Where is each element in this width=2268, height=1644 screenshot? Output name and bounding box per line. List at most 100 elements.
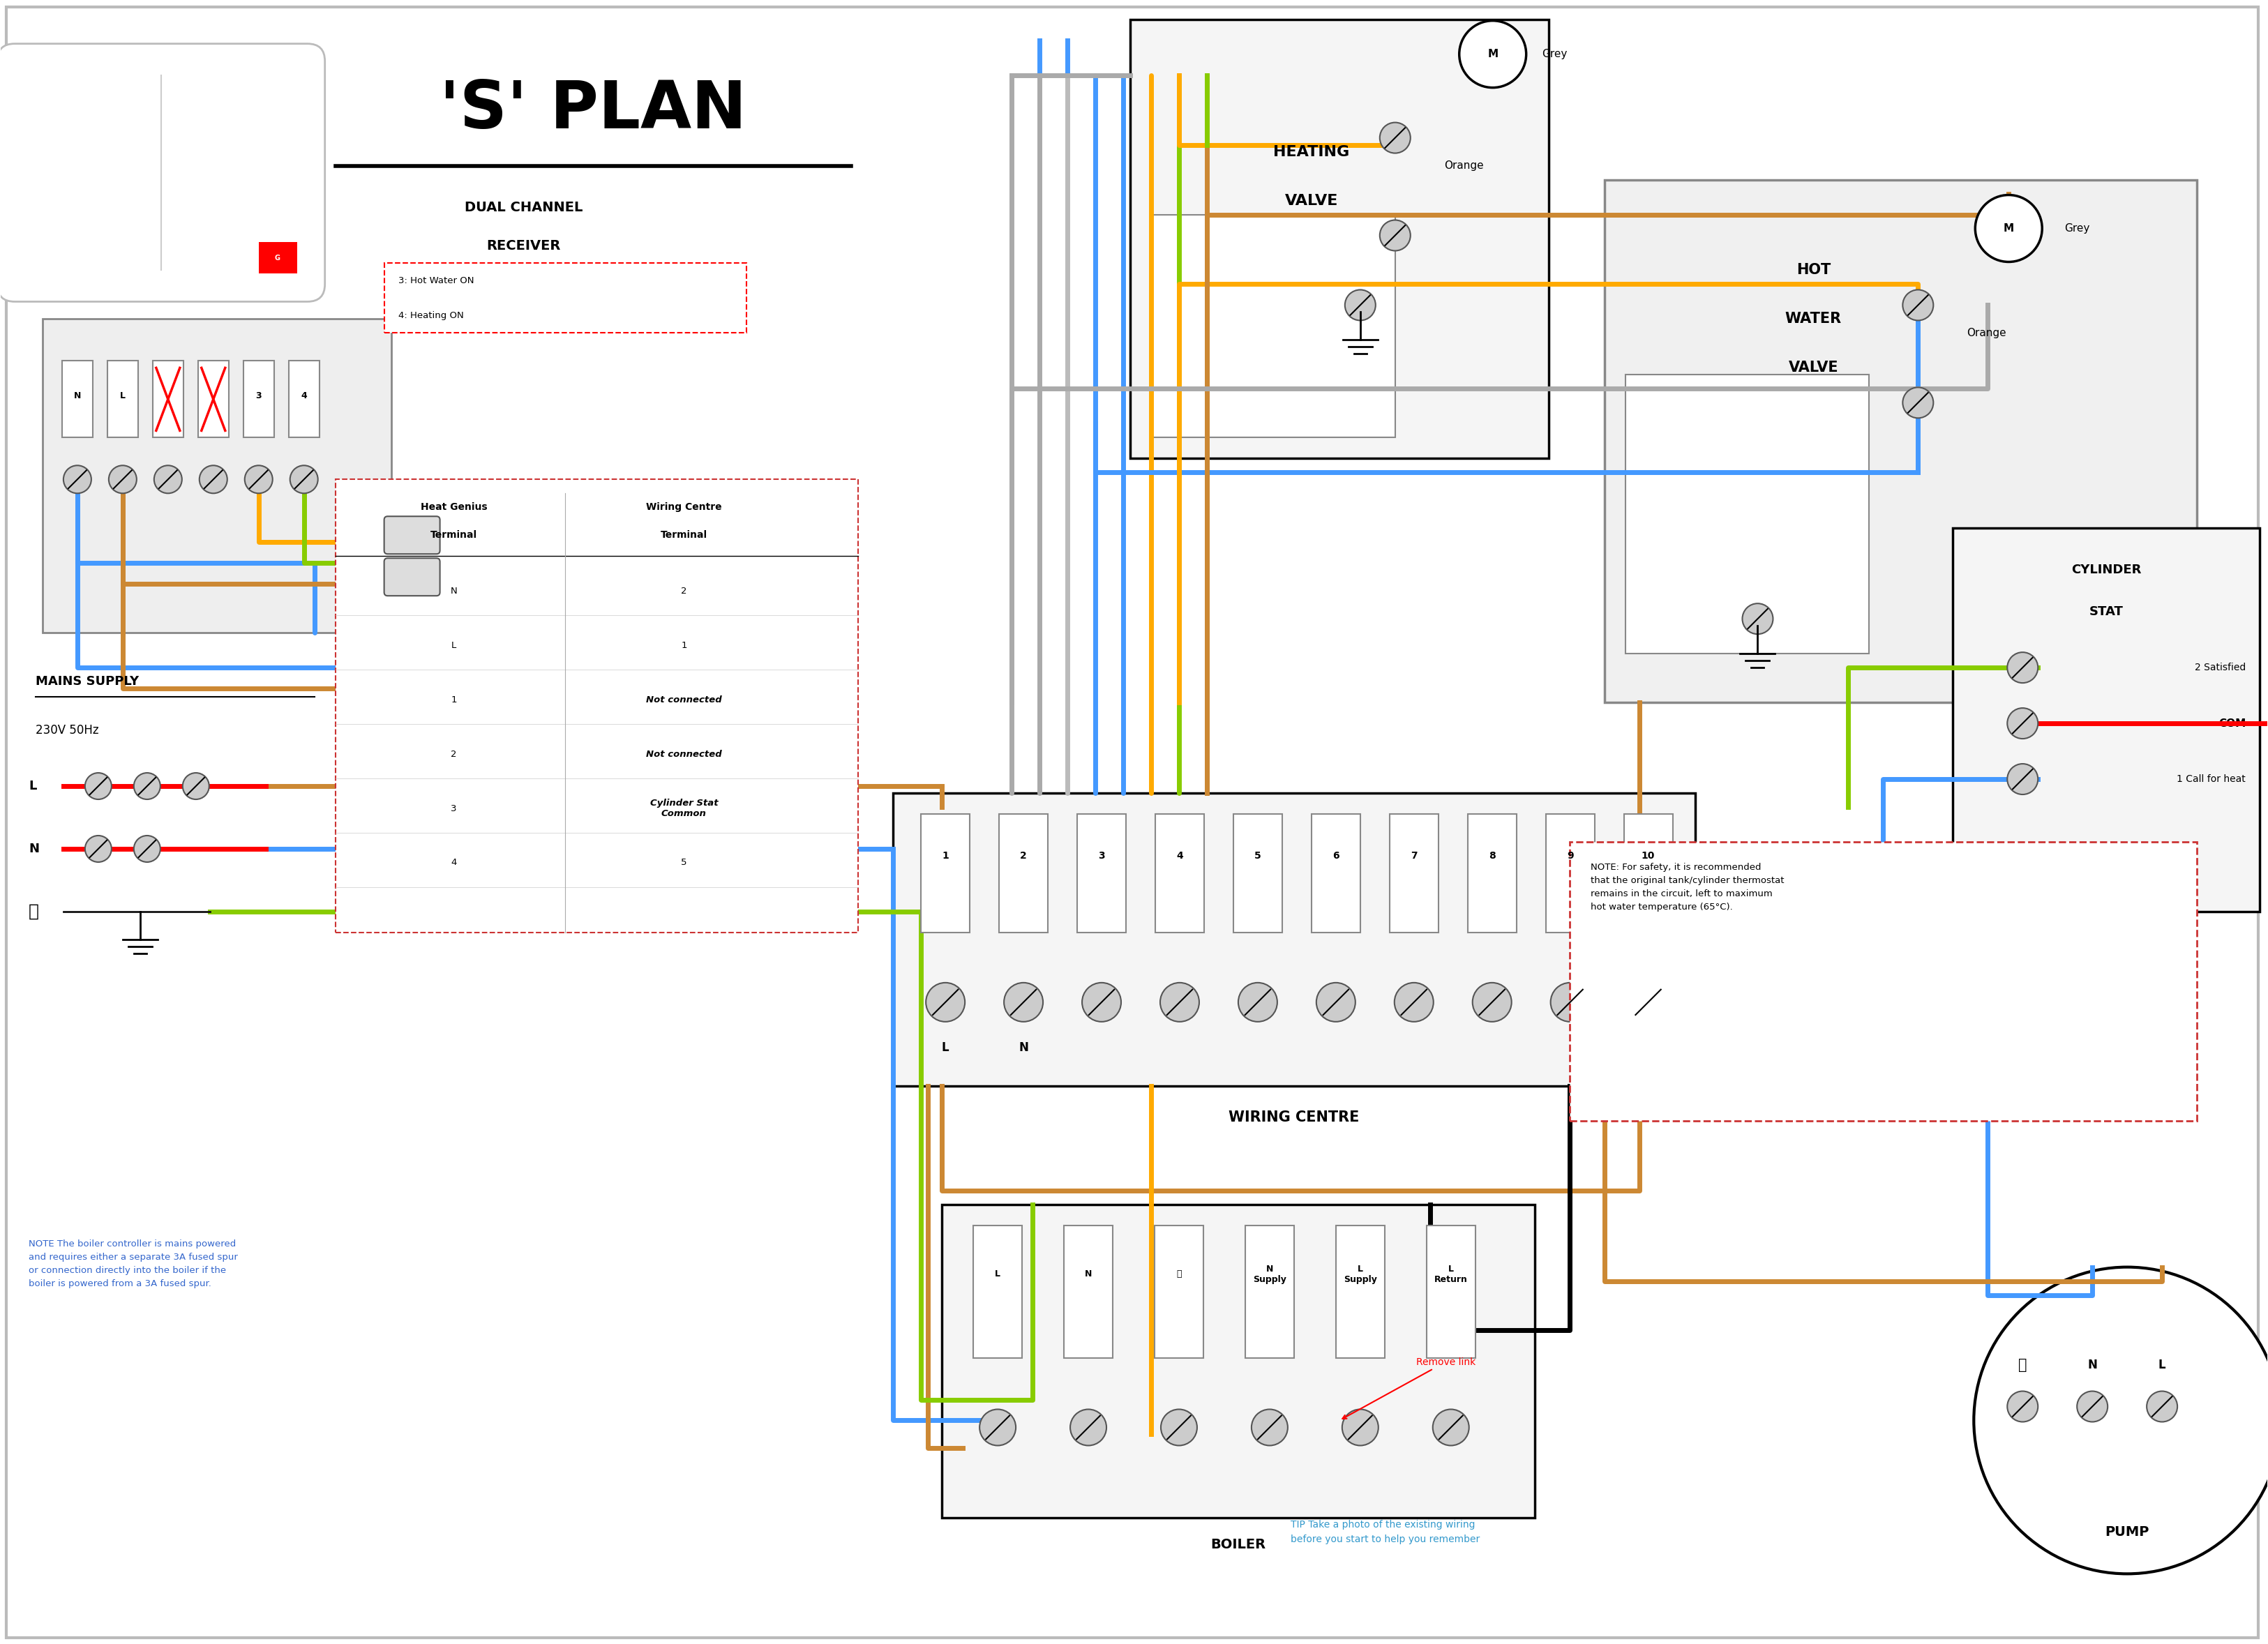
- Circle shape: [2007, 709, 2039, 738]
- Text: WATER: WATER: [1785, 312, 1842, 326]
- Circle shape: [154, 465, 181, 493]
- Circle shape: [1628, 983, 1667, 1021]
- Circle shape: [2077, 1391, 2107, 1422]
- Text: Remove link: Remove link: [1343, 1356, 1476, 1419]
- Text: L: L: [120, 391, 125, 399]
- Circle shape: [1433, 1409, 1470, 1445]
- Circle shape: [1551, 983, 1590, 1021]
- Circle shape: [1238, 983, 1277, 1021]
- Text: L: L: [996, 1269, 1000, 1279]
- Circle shape: [2007, 653, 2039, 682]
- Text: VALVE: VALVE: [1284, 194, 1338, 207]
- Text: CYLINDER: CYLINDER: [2071, 564, 2141, 577]
- Text: 4: Heating ON: 4: Heating ON: [399, 311, 463, 321]
- Text: L
Supply: L Supply: [1343, 1264, 1377, 1284]
- Text: 8: 8: [1488, 852, 1495, 861]
- Circle shape: [84, 773, 111, 799]
- Text: Heat Genius: Heat Genius: [420, 503, 488, 513]
- Text: Wiring Centre: Wiring Centre: [646, 503, 721, 513]
- Bar: [1000, 814, 1048, 932]
- Text: N: N: [29, 843, 39, 855]
- Text: 1: 1: [680, 641, 687, 649]
- Bar: [1624, 814, 1672, 932]
- Text: 2 Satisfied: 2 Satisfied: [2195, 663, 2245, 672]
- Circle shape: [2007, 1391, 2039, 1422]
- Text: L: L: [2159, 1358, 2166, 1371]
- Bar: [1152, 214, 1395, 437]
- Text: Orange: Orange: [1966, 327, 2007, 339]
- Text: L: L: [941, 1041, 948, 1054]
- Circle shape: [1070, 1409, 1107, 1445]
- Bar: [921, 814, 971, 932]
- Text: Grey: Grey: [1542, 49, 1567, 59]
- Circle shape: [245, 465, 272, 493]
- Text: 9: 9: [1567, 852, 1574, 861]
- Text: Not connected: Not connected: [646, 695, 721, 704]
- Bar: [1234, 814, 1281, 932]
- Text: ⏚: ⏚: [2019, 1358, 2028, 1371]
- Text: WIRING CENTRE: WIRING CENTRE: [1229, 1110, 1359, 1124]
- Text: Orange: Orange: [1445, 161, 1483, 171]
- Text: 2: 2: [680, 587, 687, 595]
- Bar: [894, 792, 1694, 1085]
- Circle shape: [1395, 983, 1433, 1021]
- Bar: [43, 319, 390, 633]
- Circle shape: [134, 835, 161, 861]
- Text: Cylinder Stat
Common: Cylinder Stat Common: [651, 799, 719, 819]
- Text: N: N: [2087, 1358, 2098, 1371]
- Text: Not connected: Not connected: [646, 750, 721, 758]
- Bar: [1603, 179, 2198, 702]
- Bar: [288, 362, 320, 437]
- Text: 7: 7: [1411, 852, 1418, 861]
- Text: 1 Call for heat: 1 Call for heat: [2177, 774, 2245, 784]
- FancyBboxPatch shape: [383, 559, 440, 595]
- Bar: [259, 242, 297, 275]
- Text: Terminal: Terminal: [660, 531, 708, 539]
- Bar: [1336, 1225, 1386, 1358]
- Circle shape: [1345, 289, 1377, 321]
- Circle shape: [1742, 603, 1774, 635]
- Circle shape: [980, 1409, 1016, 1445]
- Text: 3: 3: [256, 391, 261, 399]
- Text: 'S' PLAN: 'S' PLAN: [440, 77, 746, 141]
- Circle shape: [184, 773, 209, 799]
- Circle shape: [1005, 983, 1043, 1021]
- Text: 4: 4: [451, 858, 456, 868]
- Text: 1: 1: [941, 852, 948, 861]
- Text: 3: Hot Water ON: 3: Hot Water ON: [399, 276, 474, 286]
- Text: N
Supply: N Supply: [1252, 1264, 1286, 1284]
- Text: N: N: [451, 587, 458, 595]
- Text: L: L: [29, 779, 36, 792]
- Text: 5: 5: [1254, 852, 1261, 861]
- Circle shape: [109, 465, 136, 493]
- Bar: [1064, 1225, 1114, 1358]
- FancyBboxPatch shape: [383, 516, 440, 554]
- Text: STAT: STAT: [2089, 605, 2123, 618]
- Text: HEATING: HEATING: [1272, 145, 1349, 159]
- Circle shape: [1379, 122, 1411, 153]
- Text: MAINS SUPPLY: MAINS SUPPLY: [36, 676, 138, 687]
- Bar: [941, 1205, 1535, 1517]
- Text: N: N: [1018, 1041, 1027, 1054]
- Text: N: N: [1084, 1269, 1091, 1279]
- Text: 10: 10: [1642, 852, 1656, 861]
- Text: VALVE: VALVE: [1789, 362, 1839, 375]
- Bar: [1154, 814, 1204, 932]
- Circle shape: [1315, 983, 1356, 1021]
- Circle shape: [1379, 220, 1411, 252]
- Circle shape: [64, 465, 91, 493]
- Bar: [107, 362, 138, 437]
- Circle shape: [2148, 1391, 2177, 1422]
- Circle shape: [1903, 289, 1932, 321]
- Bar: [1569, 842, 2198, 1121]
- Text: TIP Take a photo of the existing wiring
before you start to help you remember: TIP Take a photo of the existing wiring …: [1290, 1521, 1479, 1544]
- Text: RECEIVER: RECEIVER: [485, 240, 560, 253]
- Text: L
Return: L Return: [1433, 1264, 1467, 1284]
- Bar: [1626, 375, 1869, 654]
- Circle shape: [925, 983, 964, 1021]
- FancyBboxPatch shape: [0, 44, 324, 301]
- Circle shape: [1903, 388, 1932, 418]
- Text: PUMP: PUMP: [2105, 1526, 2150, 1539]
- Text: M: M: [2003, 224, 2014, 233]
- Text: M: M: [1488, 49, 1497, 59]
